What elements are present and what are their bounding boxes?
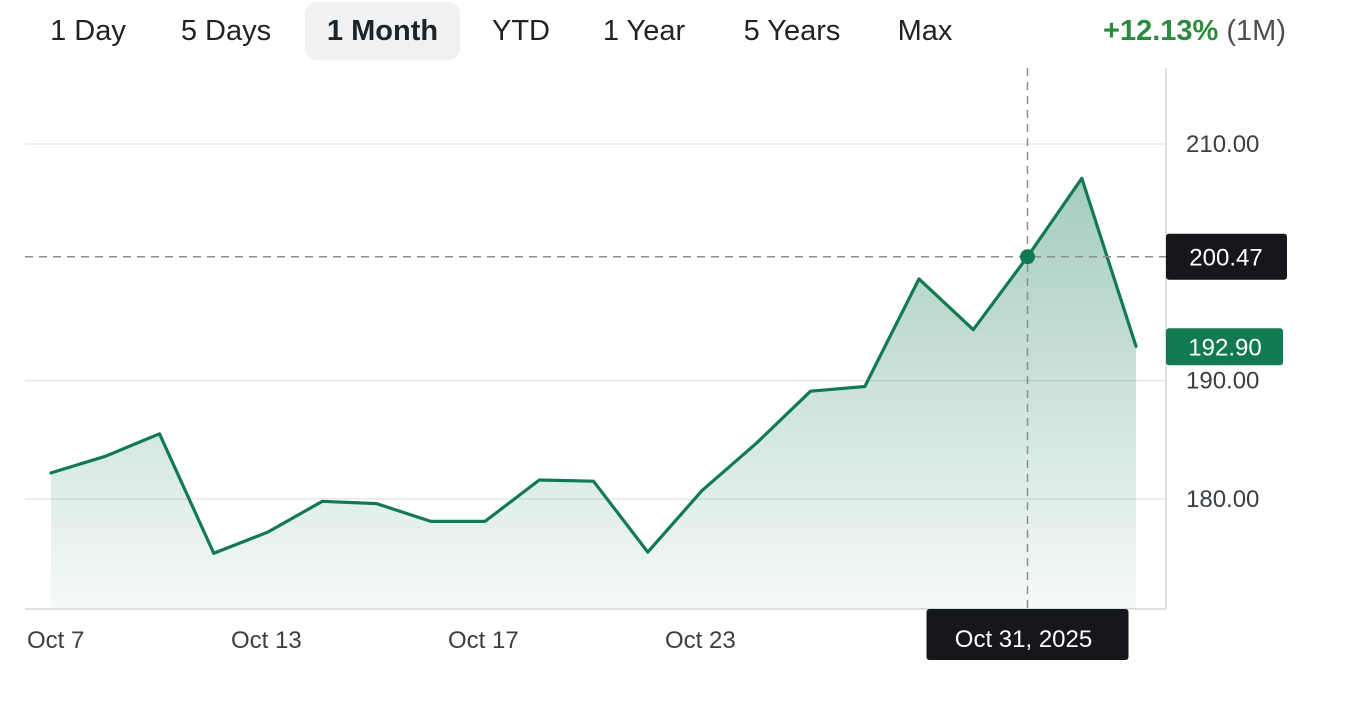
y-tick-label: 210.00 (1186, 131, 1259, 158)
crosshair-value-label: 200.47 (1189, 245, 1262, 272)
crosshair-date-label: Oct 31, 2025 (955, 626, 1092, 653)
data-point-4[interactable] (262, 526, 274, 538)
data-point-0[interactable] (45, 467, 57, 479)
tab-1-year[interactable]: 1 Year (602, 15, 686, 47)
price-line (49, 176, 1138, 555)
data-point-17[interactable] (967, 324, 979, 336)
data-point-6[interactable] (371, 498, 383, 510)
period-change: +12.13% (1M) (1103, 2, 1286, 60)
time-range-bar: 1 Day 5 Days 1 Month YTD 1 Year 5 Years … (0, 0, 1348, 66)
tab-max[interactable]: Max (897, 15, 953, 47)
data-point-2[interactable] (154, 428, 166, 440)
price-area-fill (51, 178, 1136, 610)
tab-5-days[interactable]: 5 Days (180, 15, 272, 47)
crosshair-value-badge (1166, 233, 1287, 280)
data-point-14[interactable] (805, 385, 817, 397)
crosshair-point (1020, 249, 1035, 265)
data-point-16[interactable] (913, 273, 925, 285)
x-tick-label: Oct 23 (665, 627, 736, 654)
x-tick-label: Oct 13 (231, 627, 302, 654)
tab-ytd[interactable]: YTD (492, 15, 550, 47)
data-point-8[interactable] (479, 515, 491, 527)
crosshair-date-badge (926, 609, 1129, 660)
x-tick-label: Oct 17 (448, 627, 519, 654)
data-point-11[interactable] (642, 546, 654, 558)
data-point-19[interactable] (1076, 172, 1088, 184)
data-point-7[interactable] (425, 515, 437, 527)
data-point-13[interactable] (750, 437, 762, 449)
last-price-badge (1166, 328, 1283, 366)
data-point-9[interactable] (533, 474, 545, 486)
data-point-12[interactable] (696, 485, 708, 497)
y-tick-label: 190.00 (1186, 368, 1259, 395)
y-tick-label: 180.00 (1186, 486, 1259, 513)
x-tick-label: Oct 7 (27, 627, 84, 654)
last-price-label: 192.90 (1188, 334, 1261, 361)
data-point-20[interactable] (1130, 340, 1142, 352)
data-point-5[interactable] (316, 495, 328, 507)
change-period-label: (1M) (1226, 15, 1286, 47)
tab-5-years[interactable]: 5 Years (743, 15, 841, 47)
data-point-10[interactable] (588, 475, 600, 487)
data-point-3[interactable] (208, 547, 220, 559)
tab-1-month[interactable]: 1 Month (305, 2, 460, 60)
change-percent: +12.13% (1103, 15, 1219, 47)
tab-1-day[interactable]: 1 Day (50, 15, 126, 47)
data-point-1[interactable] (99, 450, 111, 462)
data-point-15[interactable] (859, 381, 871, 393)
